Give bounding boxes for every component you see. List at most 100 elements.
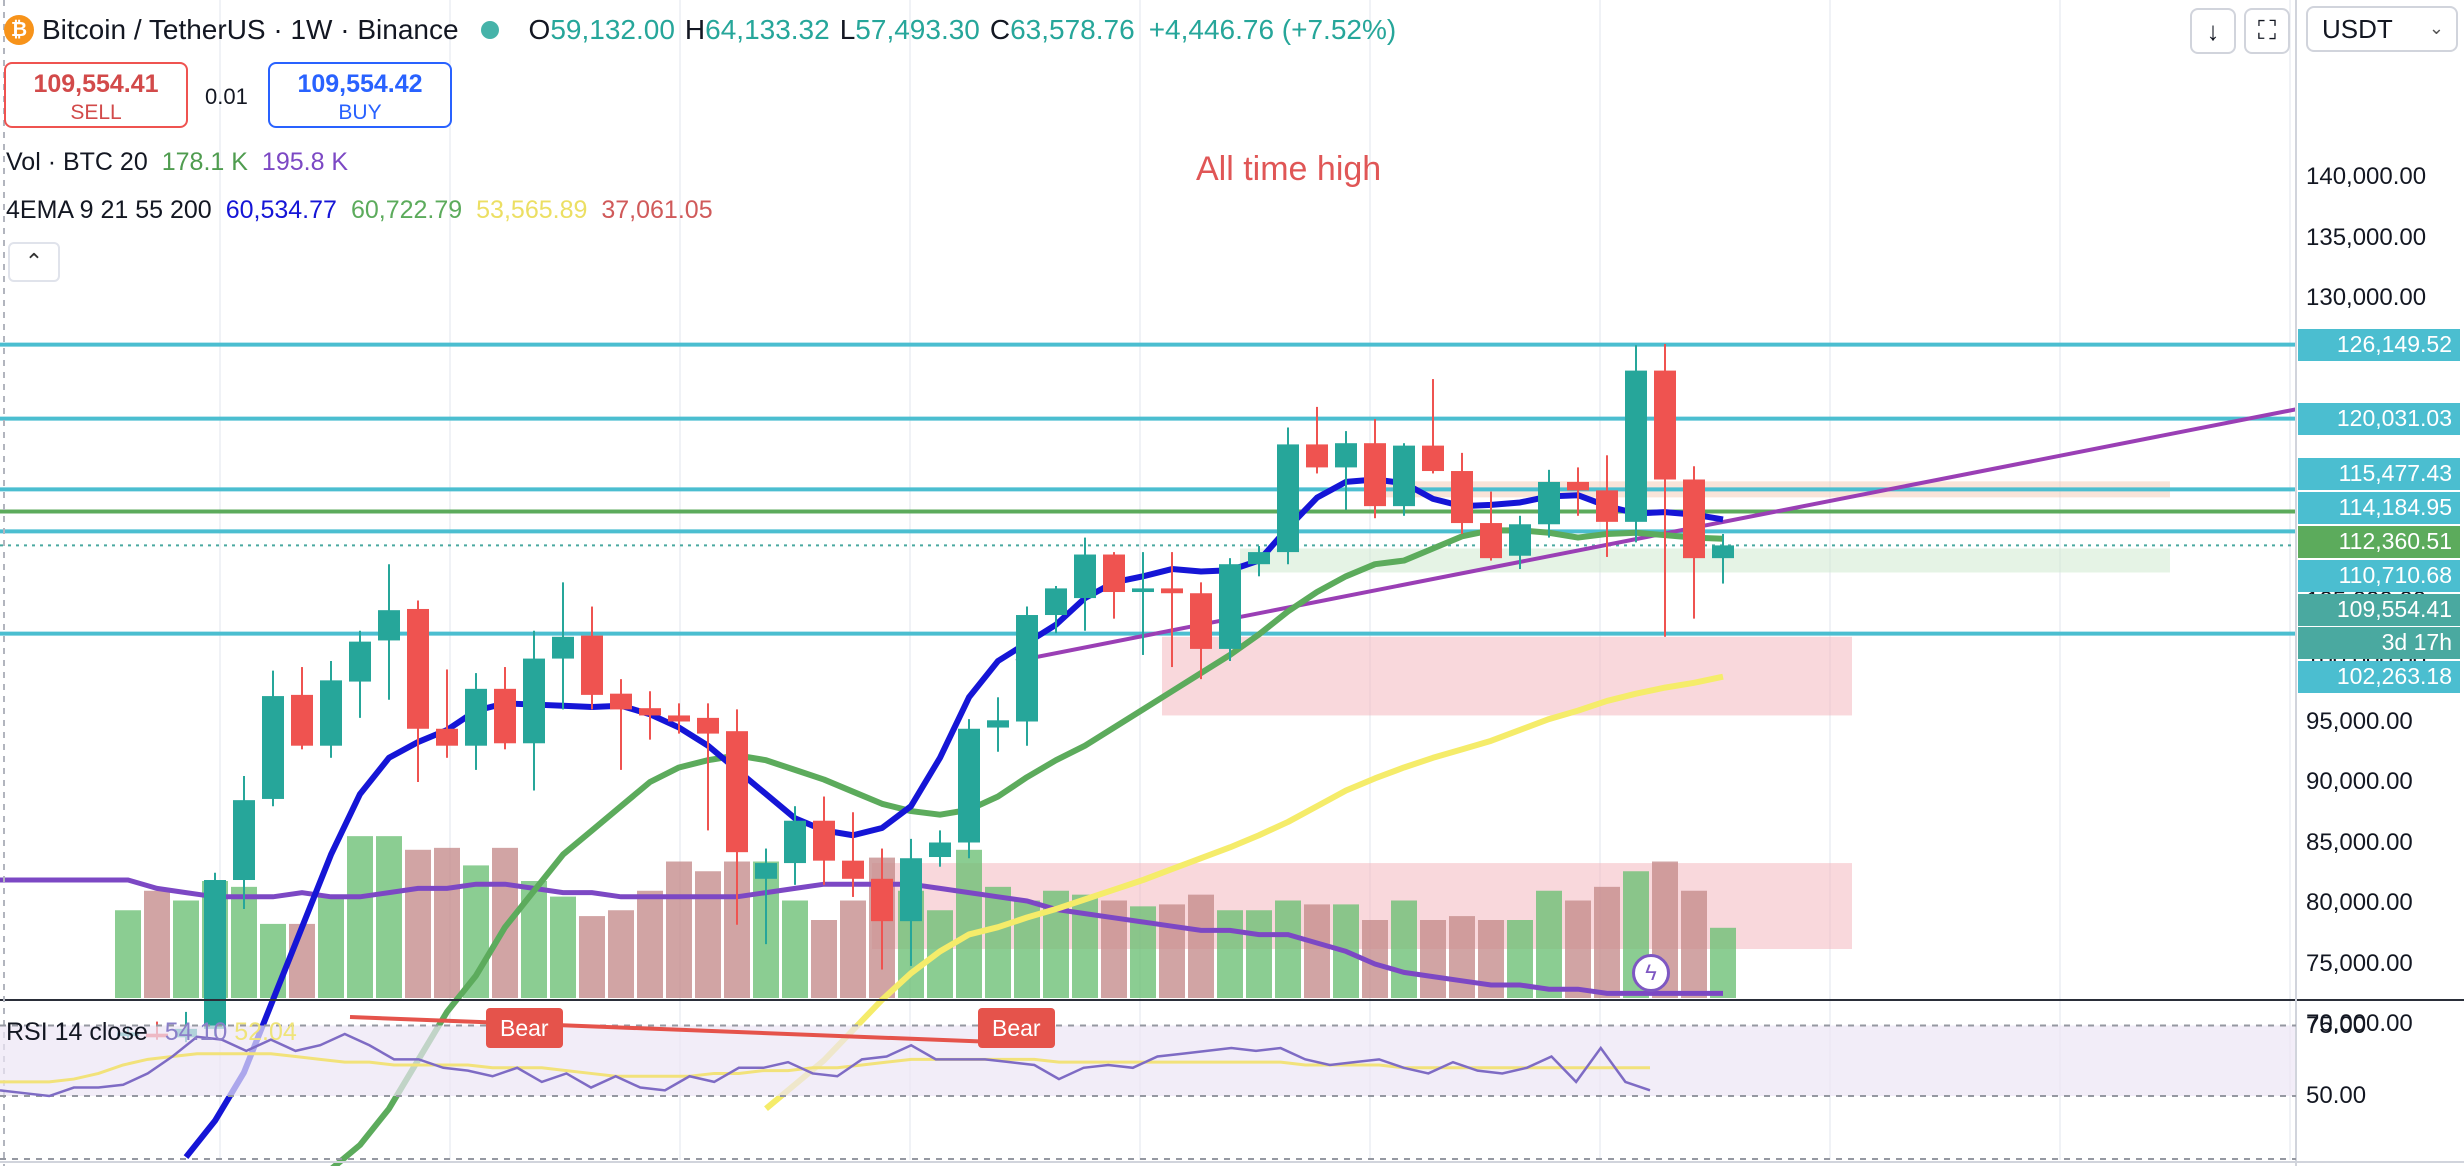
volume-bar (405, 849, 431, 998)
ema9-value: 60,534.77 (225, 196, 337, 224)
candle (407, 608, 429, 729)
candle (755, 863, 777, 879)
close-label: C (989, 14, 1011, 45)
price-tag: 115,477.43 (2298, 457, 2460, 490)
chevron-up-icon: ⌃ (24, 249, 44, 274)
bear-divergence-label: Bear (978, 1008, 1055, 1048)
candle (233, 800, 255, 881)
lightning-icon[interactable]: ϟ (1632, 954, 1670, 992)
candle (1132, 588, 1154, 593)
candle (1190, 593, 1212, 649)
candle (1538, 481, 1560, 525)
candle (639, 708, 661, 716)
candle (1074, 554, 1096, 599)
currency-select[interactable]: USDT ⌄ (2306, 6, 2458, 52)
chart-header: ₿ Bitcoin / TetherUS · 1W · Binance O 59,… (0, 0, 1396, 60)
candle (1045, 588, 1067, 616)
volume-bar (1449, 916, 1475, 998)
volume-legend[interactable]: Vol · BTC 20 178.1 K 195.8 K (6, 148, 362, 177)
volume-bar (1246, 910, 1272, 998)
candle (1712, 545, 1734, 559)
ema-legend[interactable]: 4EMA 9 21 55 200 60,534.77 60,722.79 53,565… (6, 196, 727, 225)
symbol-title[interactable]: Bitcoin / TetherUS · 1W · Binance (42, 14, 459, 45)
candle (523, 658, 545, 744)
candle (1451, 471, 1473, 524)
price-tag: 110,710.68 (2298, 559, 2460, 592)
volume-bar (144, 890, 170, 998)
candle (1016, 615, 1038, 722)
volume-bar (1420, 920, 1446, 998)
price-axis-label: 135,000.00 (2306, 223, 2427, 251)
bitcoin-icon: ₿ (4, 15, 34, 45)
candle (1625, 370, 1647, 522)
sell-button[interactable]: 109,554.41 SELL (4, 62, 188, 128)
volume-bar (695, 871, 721, 998)
volume-bar (1710, 927, 1736, 998)
candle (581, 635, 603, 695)
price-axis-label: 130,000.00 (2306, 284, 2427, 311)
volume-bar (1594, 886, 1620, 998)
volume-bar (260, 923, 286, 998)
buy-button[interactable]: 109,554.42 BUY (268, 62, 452, 128)
volume-bar (1217, 910, 1243, 998)
order-quantity[interactable]: 0.01 (205, 84, 248, 109)
bearish-divergence-line (349, 1015, 1021, 1045)
volume-bar (347, 836, 373, 998)
candle (1335, 443, 1357, 468)
candle (291, 694, 313, 746)
candle (204, 880, 226, 1029)
candle (1248, 552, 1270, 565)
sell-price: 109,554.41 (33, 70, 159, 98)
volume-bar (1565, 900, 1591, 998)
volume-bar (782, 900, 808, 998)
volume-bar (318, 894, 344, 998)
ema200-value: 37,061.05 (601, 196, 713, 224)
buy-label: BUY (338, 101, 382, 124)
rsi-legend[interactable]: RSI 14 close 54.10 52.04 (6, 1018, 297, 1047)
volume-bar (434, 847, 460, 998)
fullscreen-button[interactable]: ⛶ (2244, 8, 2290, 54)
download-icon: ↓ (2206, 15, 2220, 46)
volume-bar (956, 849, 982, 998)
countdown-tag: 3d 17h (2298, 626, 2460, 659)
candle (436, 728, 458, 746)
volume-bar (666, 861, 692, 998)
volume-bar (1304, 904, 1330, 998)
rsi-ma-line (0, 1052, 1650, 1084)
volume-bar (608, 910, 634, 998)
ema55-line (764, 673, 1724, 1112)
collapse-legend-button[interactable]: ⌃ (8, 242, 60, 282)
candle (842, 860, 864, 879)
price-axis-label: 80,000.00 (2306, 889, 2413, 916)
volume-bar (985, 886, 1011, 998)
volume-legend-label: Vol · BTC 20 (6, 148, 148, 176)
price-axis-label: 75,000.00 (2306, 949, 2413, 977)
volume-bar (1536, 890, 1562, 998)
candle (813, 820, 835, 861)
volume-ma-value: 195.8 K (261, 148, 349, 176)
download-button[interactable]: ↓ (2190, 8, 2236, 54)
price-tag: 114,184.95 (2298, 491, 2460, 524)
candle (1480, 523, 1502, 559)
ema55-value: 53,565.89 (476, 196, 588, 224)
candle (871, 878, 893, 922)
volume-bar (637, 890, 663, 998)
candle (494, 688, 516, 744)
candle (378, 610, 400, 641)
volume-bar (1681, 890, 1707, 998)
candle (958, 728, 980, 843)
candle (1509, 524, 1531, 556)
price-tag: 120,031.03 (2298, 402, 2460, 435)
demand-zone (1162, 636, 1852, 716)
rsi-axis-label: 50.00 (2306, 1082, 2367, 1109)
all-time-high-annotation: All time high (1196, 150, 1382, 188)
rsi-axis-label: 75.00 (2306, 1011, 2367, 1039)
open-label: O (528, 14, 551, 45)
low-label: L (839, 14, 856, 45)
ema21-value: 60,722.79 (350, 196, 463, 224)
price-axis-label: 85,000.00 (2306, 828, 2413, 856)
volume-bar (173, 900, 199, 998)
volume-bar (1275, 900, 1301, 998)
candle (1306, 444, 1328, 468)
